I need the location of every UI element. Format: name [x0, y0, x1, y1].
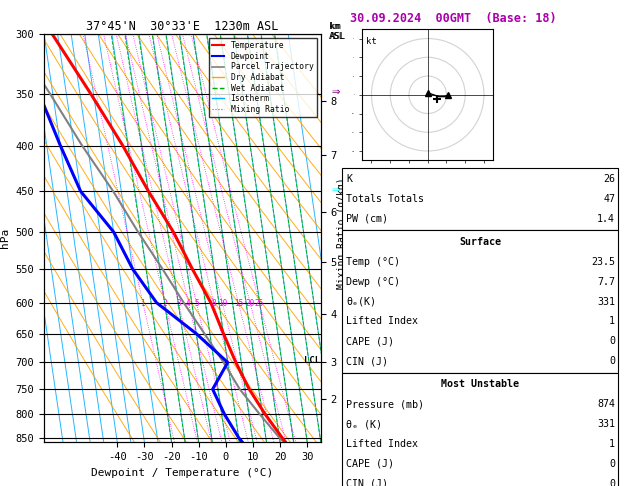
Text: CAPE (J): CAPE (J)	[346, 336, 394, 347]
Text: 20: 20	[245, 298, 255, 308]
Text: km
ASL: km ASL	[330, 22, 347, 41]
Text: ASL: ASL	[329, 32, 345, 41]
Text: km: km	[329, 22, 340, 31]
Text: Mixing Ratio (g/kg): Mixing Ratio (g/kg)	[337, 177, 347, 289]
Text: 47: 47	[603, 194, 615, 204]
Text: 874: 874	[597, 399, 615, 409]
Text: 0: 0	[609, 459, 615, 469]
Text: ⇒: ⇒	[331, 86, 340, 99]
Text: 2: 2	[162, 298, 167, 308]
Text: 0: 0	[609, 479, 615, 486]
Text: 8: 8	[211, 298, 216, 308]
Text: PW (cm): PW (cm)	[346, 214, 388, 224]
Text: 15: 15	[234, 298, 243, 308]
Text: K: K	[346, 174, 352, 184]
Text: 10: 10	[218, 298, 227, 308]
Text: 7.7: 7.7	[597, 277, 615, 287]
Text: kt: kt	[366, 36, 377, 46]
Text: 1.4: 1.4	[597, 214, 615, 224]
Text: Most Unstable: Most Unstable	[441, 379, 519, 389]
Text: 5: 5	[194, 298, 199, 308]
Text: Lifted Index: Lifted Index	[346, 316, 418, 327]
Text: 1: 1	[609, 316, 615, 327]
Text: Temp (°C): Temp (°C)	[346, 257, 400, 267]
Text: CAPE (J): CAPE (J)	[346, 459, 394, 469]
Text: 331: 331	[597, 419, 615, 429]
Text: 3: 3	[176, 298, 181, 308]
X-axis label: Dewpoint / Temperature (°C): Dewpoint / Temperature (°C)	[91, 468, 274, 478]
Text: ⇒: ⇒	[331, 183, 340, 196]
Text: Pressure (mb): Pressure (mb)	[346, 399, 424, 409]
Text: 4: 4	[186, 298, 191, 308]
Text: CIN (J): CIN (J)	[346, 479, 388, 486]
Text: 30.09.2024  00GMT  (Base: 18): 30.09.2024 00GMT (Base: 18)	[350, 12, 556, 25]
Text: 25: 25	[255, 298, 264, 308]
Text: 1: 1	[140, 298, 145, 308]
Text: Totals Totals: Totals Totals	[346, 194, 424, 204]
Text: Surface: Surface	[459, 237, 501, 247]
Y-axis label: hPa: hPa	[0, 228, 10, 248]
Text: 331: 331	[597, 296, 615, 307]
Legend: Temperature, Dewpoint, Parcel Trajectory, Dry Adiabat, Wet Adiabat, Isotherm, Mi: Temperature, Dewpoint, Parcel Trajectory…	[209, 38, 317, 117]
Title: 37°45'N  30°33'E  1230m ASL: 37°45'N 30°33'E 1230m ASL	[86, 20, 279, 33]
Text: LCL: LCL	[304, 355, 320, 364]
Text: 1: 1	[609, 439, 615, 449]
Text: 0: 0	[609, 336, 615, 347]
Text: © weatheronline.co.uk: © weatheronline.co.uk	[389, 469, 510, 479]
Text: 0: 0	[609, 356, 615, 366]
Text: 23.5: 23.5	[591, 257, 615, 267]
Text: Lifted Index: Lifted Index	[346, 439, 418, 449]
Text: θₑ (K): θₑ (K)	[346, 419, 382, 429]
Text: θₑ(K): θₑ(K)	[346, 296, 376, 307]
Text: Dewp (°C): Dewp (°C)	[346, 277, 400, 287]
Text: CIN (J): CIN (J)	[346, 356, 388, 366]
Text: 26: 26	[603, 174, 615, 184]
